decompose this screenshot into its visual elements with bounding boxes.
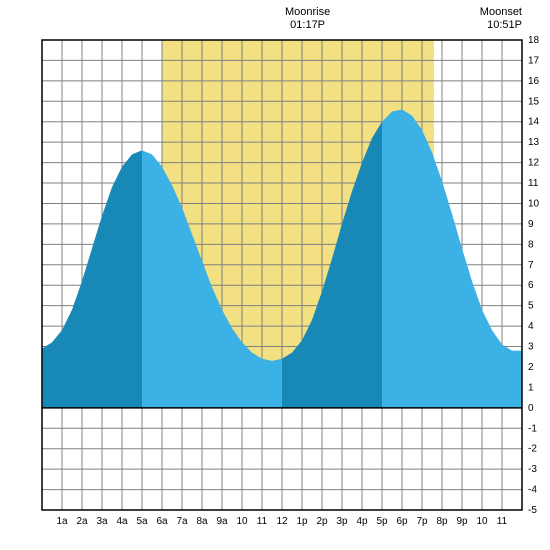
x-tick-label: 1a xyxy=(56,516,68,527)
x-tick-label: 6a xyxy=(156,516,168,527)
y-tick-label: 2 xyxy=(528,362,534,373)
y-tick-label: 9 xyxy=(528,219,534,230)
y-tick-label: 11 xyxy=(528,178,539,189)
y-tick-label: 16 xyxy=(528,76,540,87)
x-tick-label: 8p xyxy=(436,516,448,527)
x-tick-label: 2a xyxy=(76,516,88,527)
y-tick-label: 4 xyxy=(528,321,534,332)
x-tick-label: 3a xyxy=(96,516,108,527)
y-tick-label: 0 xyxy=(528,403,534,414)
y-tick-label: 18 xyxy=(528,35,540,46)
x-tick-label: 5p xyxy=(376,516,388,527)
moonrise-title: Moonrise xyxy=(285,6,330,18)
tide-chart: -5-4-3-2-101234567891011121314151617181a… xyxy=(0,0,550,550)
x-tick-label: 12 xyxy=(276,516,288,527)
y-tick-label: 6 xyxy=(528,280,534,291)
x-tick-label: 10 xyxy=(476,516,488,527)
moonset-title: Moonset xyxy=(480,6,522,18)
y-tick-label: 13 xyxy=(528,137,540,148)
x-tick-label: 6p xyxy=(396,516,408,527)
x-tick-label: 11 xyxy=(257,516,268,527)
y-tick-label: -4 xyxy=(528,485,537,496)
y-tick-label: 1 xyxy=(528,382,534,393)
y-tick-label: 7 xyxy=(528,260,534,271)
y-tick-label: 10 xyxy=(528,198,540,209)
x-tick-label: 4p xyxy=(356,516,368,527)
y-tick-label: 8 xyxy=(528,239,534,250)
x-tick-label: 7a xyxy=(176,516,188,527)
y-tick-label: -5 xyxy=(528,505,537,516)
y-tick-label: 3 xyxy=(528,342,534,353)
x-tick-label: 11 xyxy=(497,516,508,527)
y-tick-label: 15 xyxy=(528,96,540,107)
x-tick-label: 10 xyxy=(236,516,248,527)
y-tick-label: 12 xyxy=(528,158,540,169)
x-tick-label: 9a xyxy=(216,516,228,527)
y-tick-label: 14 xyxy=(528,117,540,128)
y-tick-label: -3 xyxy=(528,464,537,475)
moonrise-time: 01:17P xyxy=(290,19,325,31)
chart-svg: -5-4-3-2-101234567891011121314151617181a… xyxy=(0,0,550,550)
moonset-time: 10:51P xyxy=(487,19,522,31)
y-tick-label: 5 xyxy=(528,301,534,312)
x-tick-label: 5a xyxy=(136,516,148,527)
x-tick-label: 8a xyxy=(196,516,208,527)
x-tick-label: 3p xyxy=(336,516,348,527)
y-tick-label: -1 xyxy=(528,423,537,434)
x-tick-label: 7p xyxy=(416,516,428,527)
x-tick-label: 1p xyxy=(296,516,308,527)
x-tick-label: 9p xyxy=(456,516,468,527)
x-tick-label: 4a xyxy=(116,516,128,527)
y-tick-label: -2 xyxy=(528,444,537,455)
y-tick-label: 17 xyxy=(528,55,540,66)
x-tick-label: 2p xyxy=(316,516,328,527)
